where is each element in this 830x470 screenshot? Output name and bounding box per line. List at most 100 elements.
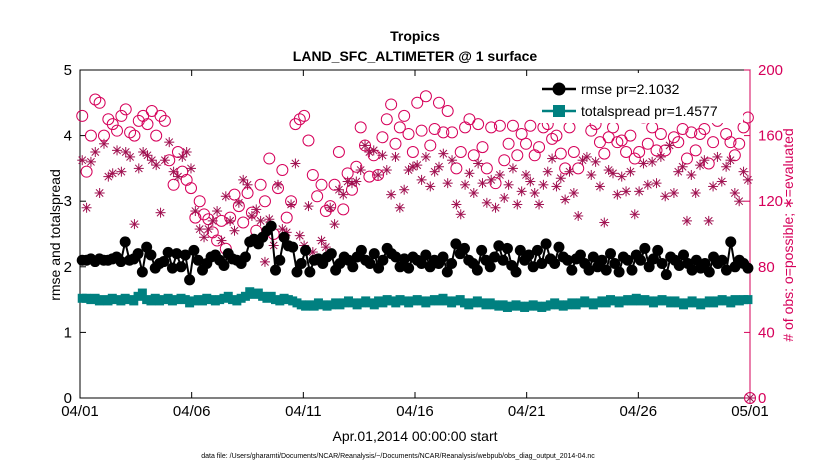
possible-point: [728, 149, 741, 162]
evaluated-point: [464, 168, 475, 179]
series-possible: [76, 90, 756, 404]
possible-point: [432, 96, 445, 109]
evaluated-point: [368, 145, 379, 156]
evaluated-point: [164, 137, 175, 148]
possible-point: [707, 136, 720, 149]
possible-point: [641, 137, 654, 150]
evaluated-point: [185, 163, 196, 174]
possible-point: [737, 121, 750, 134]
legend-totalspread-marker: [553, 105, 565, 117]
possible-point: [150, 129, 163, 142]
rmse-point: [703, 266, 715, 278]
possible-point: [685, 126, 698, 139]
totalspread-point: [129, 296, 139, 306]
possible-point: [411, 96, 424, 109]
evaluated-point: [116, 166, 127, 177]
rmse-point: [450, 238, 462, 250]
evaluated-point: [255, 215, 266, 226]
evaluated-point: [377, 150, 388, 161]
possible-point: [119, 103, 132, 116]
evaluated-point: [599, 217, 610, 228]
possible-point: [441, 105, 454, 117]
y-axis-left: 0 1 2 3 4 5: [64, 62, 86, 407]
possible-point: [385, 98, 398, 111]
x-tick-label: 04/26: [620, 403, 658, 420]
rmse-point: [458, 242, 470, 254]
evaluated-point: [329, 219, 340, 230]
possible-point: [472, 118, 485, 131]
possible-point: [293, 113, 306, 126]
evaluated-point: [412, 160, 423, 171]
evaluated-point: [564, 166, 575, 177]
possible-point: [258, 195, 271, 208]
rmse-point: [574, 249, 586, 261]
possible-point: [689, 144, 702, 157]
possible-point: [524, 119, 537, 132]
possible-point: [389, 137, 402, 150]
rmse-point: [403, 262, 415, 274]
evaluated-point: [486, 174, 497, 185]
evaluated-point: [277, 224, 288, 235]
evaluated-point: [534, 199, 545, 210]
possible-point: [415, 124, 428, 137]
possible-point: [228, 188, 241, 201]
possible-point: [515, 127, 528, 140]
evaluated-point: [729, 188, 740, 198]
evaluated-point: [273, 179, 284, 190]
rmse-point: [437, 251, 449, 263]
evaluated-point: [199, 232, 210, 243]
evaluated-point: [629, 209, 640, 220]
rmse-point: [325, 248, 337, 260]
rmse-point: [587, 251, 599, 263]
evaluated-point: [538, 179, 549, 190]
series-rmse: [76, 220, 754, 286]
possible-point: [744, 392, 756, 404]
evaluated-point: [225, 215, 236, 226]
possible-point: [302, 134, 315, 147]
rmse-point: [647, 253, 659, 265]
evaluated-point: [468, 188, 479, 198]
rmse-point: [493, 240, 505, 252]
possible-point: [446, 126, 459, 139]
rmse-point: [416, 258, 428, 270]
possible-point: [419, 90, 432, 103]
possible-point: [263, 152, 276, 165]
rmse-point: [652, 244, 664, 256]
rmse-point: [562, 254, 574, 266]
evaluated-point: [373, 169, 384, 180]
evaluated-point: [433, 161, 444, 172]
evaluated-point: [355, 165, 366, 176]
evaluated-point: [290, 158, 301, 169]
possible-point: [402, 127, 415, 140]
y-tick-right-label: 160: [758, 128, 783, 145]
evaluated-point: [342, 176, 353, 187]
evaluated-point: [159, 155, 170, 166]
rmse-point: [132, 248, 144, 260]
evaluated-point: [721, 161, 732, 172]
evaluated-point: [612, 189, 623, 200]
x-tick-label: 05/01: [731, 403, 769, 420]
evaluated-point: [677, 161, 688, 172]
rmse-point: [377, 254, 389, 266]
rmse-point: [441, 266, 453, 278]
possible-point: [315, 178, 328, 191]
evaluated-point: [242, 179, 253, 190]
possible-point: [733, 137, 746, 150]
evaluated-point: [303, 201, 314, 212]
evaluated-point: [742, 174, 753, 185]
evaluated-point: [338, 189, 349, 200]
possible-point: [533, 141, 546, 154]
evaluated-point: [90, 147, 101, 157]
evaluated-point: [708, 181, 719, 192]
evaluated-point: [555, 173, 566, 184]
rmse-point: [549, 258, 561, 270]
possible-point: [424, 139, 437, 152]
evaluated-point: [229, 225, 240, 236]
evaluated-point: [103, 171, 114, 182]
legend-rmse-marker: [552, 82, 566, 96]
rmse-point: [265, 220, 277, 232]
rmse-point: [566, 264, 578, 276]
possible-point: [585, 124, 598, 137]
rmse-point: [278, 231, 290, 243]
evaluated-point: [594, 181, 605, 192]
